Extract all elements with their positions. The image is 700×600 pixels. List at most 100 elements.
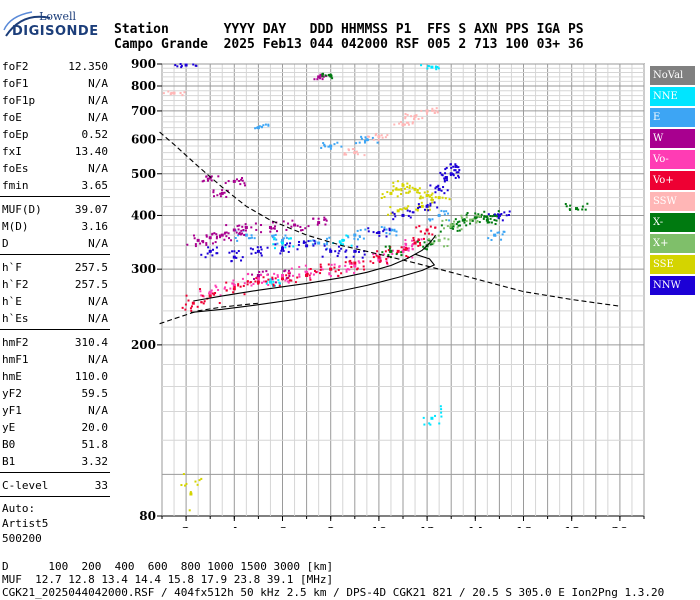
- echo-point: [496, 215, 499, 218]
- echo-point: [445, 219, 448, 222]
- echo-point: [184, 303, 187, 306]
- echo-point: [446, 179, 449, 182]
- echo-point: [424, 247, 427, 250]
- echo-point: [337, 245, 340, 248]
- echo-point: [437, 213, 441, 217]
- echo-point: [200, 301, 203, 304]
- echo-point: [383, 228, 386, 231]
- echo-point: [440, 415, 443, 418]
- echo-point: [239, 183, 242, 186]
- echo-point: [231, 282, 234, 285]
- echo-point: [448, 198, 451, 201]
- echo-point: [206, 179, 209, 182]
- param-row: foF1p N/A: [0, 92, 110, 109]
- echo-point: [508, 214, 511, 217]
- echo-point: [211, 254, 214, 257]
- echo-point: [411, 122, 414, 125]
- echo-point: [355, 142, 358, 145]
- echo-point: [232, 228, 236, 232]
- legend-item: NNW: [650, 276, 695, 295]
- echo-point: [431, 243, 434, 246]
- param-value: N/A: [88, 237, 108, 250]
- echo-point: [238, 232, 241, 235]
- echo-point: [304, 270, 307, 273]
- echo-point: [388, 232, 391, 235]
- echo-point: [426, 190, 429, 193]
- echo-point: [449, 226, 452, 229]
- echo-point: [439, 405, 442, 408]
- echo-point: [268, 280, 272, 284]
- echo-point: [404, 244, 407, 247]
- echo-point: [353, 264, 357, 268]
- echo-point: [243, 293, 246, 296]
- echo-point: [180, 64, 183, 67]
- echo-point: [194, 245, 197, 248]
- echo-point: [281, 247, 284, 251]
- echo-point: [256, 249, 260, 253]
- param-value: N/A: [88, 312, 108, 325]
- echo-point: [430, 416, 434, 420]
- echo-point: [418, 192, 421, 195]
- echo-point: [356, 153, 359, 156]
- echo-point: [401, 123, 405, 127]
- echo-point: [359, 229, 362, 232]
- echo-point: [444, 197, 447, 200]
- echo-point: [489, 215, 492, 218]
- echo-point: [408, 184, 411, 187]
- echo-point: [419, 230, 422, 233]
- echo-point: [238, 224, 241, 227]
- echo-point: [404, 115, 407, 118]
- echo-point: [256, 280, 260, 284]
- x-tick-label: 10: [371, 525, 388, 528]
- param-label: hmF1: [2, 353, 29, 366]
- param-value: N/A: [88, 295, 108, 308]
- echo-point: [291, 219, 294, 222]
- echo-point: [194, 64, 197, 67]
- echo-point: [187, 299, 190, 302]
- echo-point: [239, 233, 242, 236]
- echo-point: [458, 224, 461, 227]
- echo-point: [430, 65, 434, 69]
- echo-point: [410, 115, 413, 118]
- echo-point: [477, 213, 480, 216]
- echo-point: [401, 183, 405, 187]
- echo-point: [428, 208, 431, 211]
- echo-point: [333, 266, 336, 269]
- echo-point: [471, 219, 474, 222]
- echo-point: [360, 137, 363, 140]
- echo-point: [415, 240, 418, 243]
- echo-point: [323, 216, 326, 219]
- param-label: hmF2: [2, 336, 29, 349]
- echo-point: [348, 268, 351, 271]
- param-row: C-level 33: [0, 477, 110, 494]
- echo-point: [184, 308, 187, 311]
- echo-point: [302, 241, 305, 244]
- echo-point: [429, 225, 432, 228]
- echo-point: [348, 260, 351, 263]
- echo-point: [210, 179, 213, 182]
- echo-point: [202, 241, 205, 244]
- param-label: fmin: [2, 179, 29, 192]
- y-tick-label: 300: [131, 262, 156, 276]
- echo-point: [403, 248, 406, 251]
- echo-point: [388, 227, 391, 230]
- echo-point: [218, 234, 221, 237]
- echo-point: [192, 63, 195, 66]
- echo-point: [219, 192, 222, 195]
- echo-point: [232, 255, 236, 259]
- echo-point: [259, 246, 262, 249]
- echo-point: [334, 270, 337, 273]
- echo-point: [261, 281, 264, 284]
- echo-point: [217, 175, 220, 178]
- echo-point: [208, 177, 211, 180]
- echo-point: [423, 241, 426, 244]
- param-value: N/A: [88, 162, 108, 175]
- echo-point: [281, 245, 284, 248]
- echo-point: [241, 177, 244, 180]
- echo-point: [323, 243, 326, 246]
- echo-point: [353, 237, 356, 240]
- echo-point: [403, 123, 406, 126]
- echo-point: [213, 232, 216, 235]
- echo-point: [237, 234, 240, 237]
- echo-point: [465, 213, 468, 216]
